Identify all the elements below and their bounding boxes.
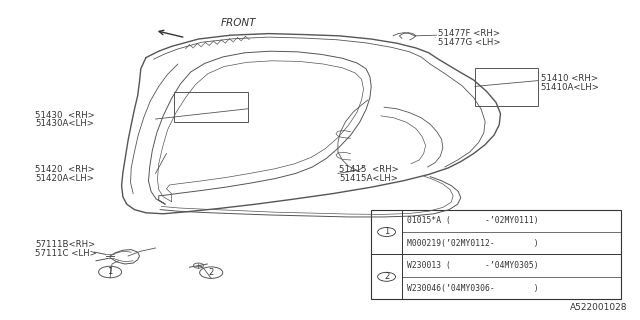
Text: 51477G <LH>: 51477G <LH>: [438, 38, 501, 47]
Text: 51415  <RH>: 51415 <RH>: [339, 165, 399, 174]
Text: 1: 1: [384, 228, 389, 236]
Text: 51410 <RH>: 51410 <RH>: [541, 74, 598, 83]
Text: W230013 (       -’04MY0305): W230013 ( -’04MY0305): [407, 261, 539, 270]
Text: 57111C <LH>: 57111C <LH>: [35, 249, 97, 258]
Bar: [475, 68, 538, 106]
Text: 51477F <RH>: 51477F <RH>: [438, 29, 500, 38]
Text: 1: 1: [108, 268, 113, 276]
Text: FRONT: FRONT: [221, 18, 256, 28]
Text: 51430  <RH>: 51430 <RH>: [35, 111, 95, 120]
Text: M000219(’02MY0112-        ): M000219(’02MY0112- ): [407, 239, 539, 248]
Text: 01015*A (       -’02MY0111): 01015*A ( -’02MY0111): [407, 216, 539, 225]
Text: 2: 2: [209, 268, 214, 277]
Text: 51430A<LH>: 51430A<LH>: [35, 119, 94, 128]
Text: 51420A<LH>: 51420A<LH>: [35, 174, 94, 183]
Text: W230046(’04MY0306-        ): W230046(’04MY0306- ): [407, 284, 539, 293]
Text: 51410A<LH>: 51410A<LH>: [541, 83, 600, 92]
Bar: [371, 210, 621, 299]
Text: 51415A<LH>: 51415A<LH>: [339, 174, 398, 183]
Text: A522001028: A522001028: [570, 303, 627, 312]
Bar: [174, 92, 248, 122]
Text: 57111B<RH>: 57111B<RH>: [35, 240, 95, 249]
Text: 2: 2: [384, 272, 389, 281]
Text: 51420  <RH>: 51420 <RH>: [35, 165, 95, 174]
